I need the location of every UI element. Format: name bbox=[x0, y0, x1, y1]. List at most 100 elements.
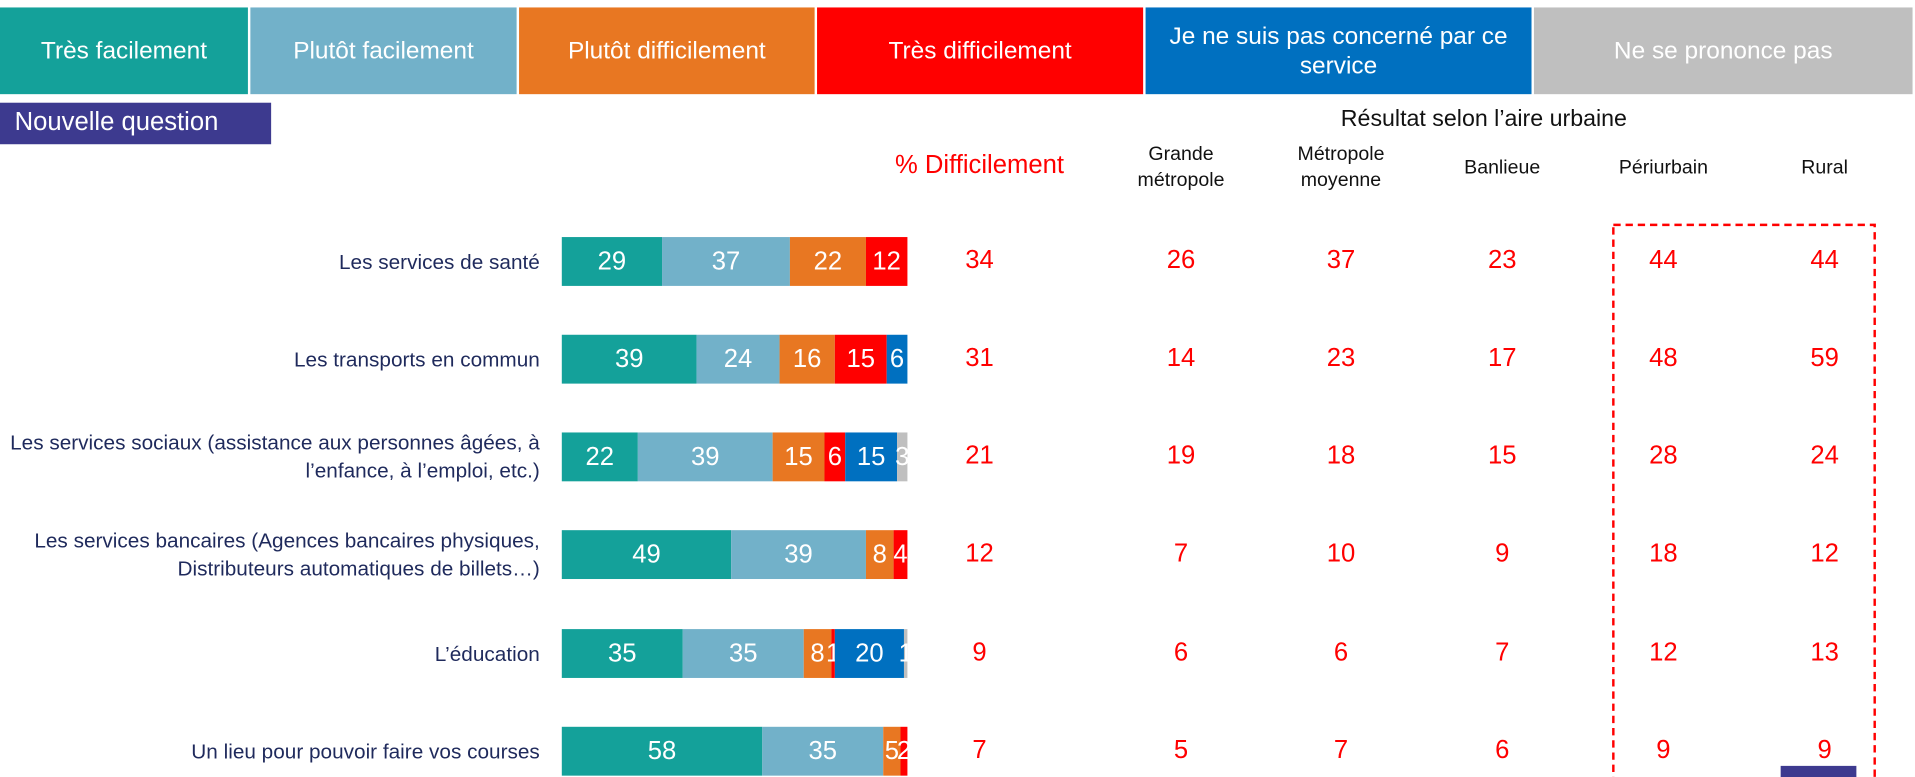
bar-segment bbox=[561, 726, 763, 776]
legend-swatch bbox=[1533, 7, 1913, 95]
bar-segment bbox=[662, 237, 790, 286]
bar-label: 22 bbox=[814, 247, 843, 275]
table-value: 12 bbox=[1810, 539, 1839, 567]
table-value: 14 bbox=[1167, 344, 1196, 372]
table-value: 31 bbox=[965, 344, 994, 372]
legend-swatch bbox=[817, 7, 1144, 95]
bar-label: 20 bbox=[855, 640, 884, 668]
bar-label: 1 bbox=[899, 640, 913, 668]
table-value: 28 bbox=[1649, 442, 1678, 470]
bar-segment bbox=[561, 237, 663, 286]
legend-label: Très facilement bbox=[40, 37, 207, 65]
category-label: L’éducation bbox=[434, 641, 540, 666]
category-label-box: Les services de santé bbox=[339, 250, 540, 273]
bar-label: 49 bbox=[632, 541, 661, 569]
legend-label: Je ne suis pas concerné par ce service bbox=[1169, 22, 1508, 79]
table-value: 10 bbox=[1327, 539, 1356, 567]
legend-swatch bbox=[519, 7, 815, 95]
table-value: 44 bbox=[1810, 246, 1839, 274]
highlight-box bbox=[1612, 223, 1876, 777]
table-value: 18 bbox=[1327, 442, 1356, 470]
category-label: Les transports en commun bbox=[294, 347, 540, 371]
bar-segment bbox=[696, 334, 780, 384]
bar-segment bbox=[561, 334, 697, 384]
bar-label: 3 bbox=[895, 443, 909, 471]
column-header: Périurbain bbox=[1618, 157, 1708, 178]
bar-label: 12 bbox=[872, 247, 901, 275]
bar-label: 6 bbox=[828, 443, 842, 471]
bar-segment bbox=[897, 432, 908, 482]
bar-segment bbox=[865, 530, 894, 580]
legend-label: Plutôt facilement bbox=[293, 37, 474, 65]
column-header: % Difficilement bbox=[895, 151, 1064, 179]
column-header-box: Banlieue bbox=[1464, 157, 1540, 178]
legend-swatch bbox=[250, 7, 517, 95]
legend-swatch bbox=[0, 7, 248, 95]
bar-segment bbox=[824, 432, 846, 482]
bar-label: 39 bbox=[784, 541, 813, 569]
table-value: 48 bbox=[1649, 344, 1678, 372]
bar-label: 15 bbox=[857, 443, 886, 471]
table-value: 15 bbox=[1488, 442, 1517, 470]
column-header-box: Grande métropole bbox=[1137, 144, 1225, 191]
bar-segment bbox=[731, 530, 866, 580]
table-value: 5 bbox=[1174, 736, 1188, 764]
category-label-box: Les services bancaires (Agences bancaire… bbox=[34, 529, 539, 580]
table-value: 21 bbox=[965, 442, 994, 470]
table-value: 9 bbox=[972, 638, 986, 666]
bar-segment bbox=[561, 629, 683, 678]
table-value: 6 bbox=[1334, 638, 1348, 666]
bar-label: 37 bbox=[712, 247, 741, 275]
column-header-box: Périurbain bbox=[1618, 157, 1708, 178]
table-value: 59 bbox=[1810, 344, 1839, 372]
bar-segment bbox=[834, 334, 887, 384]
bar-label: 15 bbox=[784, 443, 813, 471]
bar-segment bbox=[561, 530, 732, 580]
bar-label: 15 bbox=[847, 345, 876, 373]
category-label-box: Les transports en commun bbox=[294, 347, 540, 371]
legend-swatch bbox=[1145, 7, 1532, 95]
table-value: 12 bbox=[1649, 638, 1678, 666]
column-header: Rural bbox=[1801, 157, 1848, 178]
bar-label: 6 bbox=[890, 345, 904, 373]
bar-label: 8 bbox=[873, 541, 887, 569]
bar-segment bbox=[865, 237, 908, 286]
category-label-box: L’éducation bbox=[434, 641, 540, 666]
bar-label: 39 bbox=[615, 345, 644, 373]
bar-segment bbox=[561, 432, 638, 482]
table-title: Résultat selon l’aire urbaine bbox=[1341, 105, 1627, 131]
column-header-box: Métropole moyenne bbox=[1297, 144, 1385, 191]
legend-label: Plutôt difficilement bbox=[567, 37, 766, 65]
category-label-box: Un lieu pour pouvoir faire vos courses bbox=[191, 739, 540, 763]
table-value: 7 bbox=[1495, 638, 1509, 666]
bar-label: 35 bbox=[808, 737, 837, 765]
legend-label-box: Ne se prononce pas bbox=[1613, 37, 1833, 65]
note-box bbox=[0, 102, 272, 145]
bar-label: 8 bbox=[810, 640, 824, 668]
note: Nouvelle question bbox=[15, 108, 219, 136]
table-value: 6 bbox=[1174, 638, 1188, 666]
table-value: 19 bbox=[1167, 442, 1196, 470]
bar-segment bbox=[682, 629, 804, 678]
table-value: 12 bbox=[965, 539, 994, 567]
table-value: 37 bbox=[1327, 246, 1356, 274]
bar-segment bbox=[893, 530, 908, 580]
bar-label: 39 bbox=[691, 443, 720, 471]
bar-segment bbox=[886, 334, 908, 384]
bar-segment bbox=[637, 432, 773, 482]
table-value: 13 bbox=[1810, 638, 1839, 666]
legend-label: Très difficilement bbox=[888, 37, 1072, 65]
table-value: 18 bbox=[1649, 539, 1678, 567]
table-value: 9 bbox=[1656, 736, 1670, 764]
column-header: Grande métropole bbox=[1137, 144, 1225, 191]
bar-label: 58 bbox=[648, 737, 677, 765]
legend-label: Ne se prononce pas bbox=[1613, 37, 1833, 65]
legend-label-box: Plutôt facilement bbox=[293, 37, 474, 65]
table-value: 23 bbox=[1327, 344, 1356, 372]
column-header: Métropole moyenne bbox=[1297, 144, 1385, 191]
category-label: Un lieu pour pouvoir faire vos courses bbox=[191, 739, 540, 763]
table-value: 9 bbox=[1817, 736, 1831, 764]
bar-label: 4 bbox=[893, 541, 907, 569]
category-label: Les services sociaux (assistance aux per… bbox=[10, 431, 540, 483]
table-value: 24 bbox=[1810, 442, 1839, 470]
